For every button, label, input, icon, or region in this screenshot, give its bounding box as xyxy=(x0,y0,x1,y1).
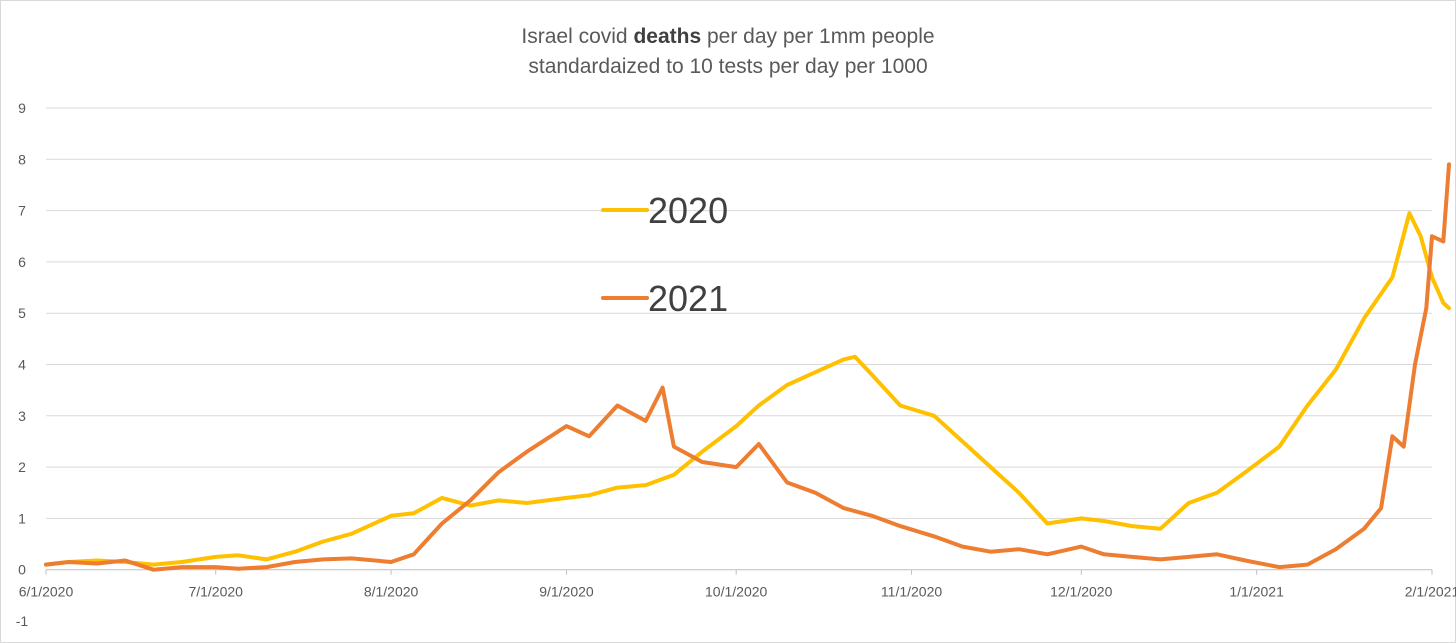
x-tick-label: 9/1/2020 xyxy=(539,584,594,600)
series-line-2020 xyxy=(44,211,1451,567)
x-tick-label: 8/1/2020 xyxy=(364,584,419,600)
x-tick-label: 11/1/2020 xyxy=(881,584,942,600)
x-tick-label: 6/1/2020 xyxy=(19,584,74,600)
x-tick-label: 2/1/2021 xyxy=(1405,584,1456,600)
chart-subtitle: standardaized to 10 tests per day per 10… xyxy=(528,55,928,78)
x-tick-label: 1/1/2021 xyxy=(1229,584,1284,600)
y-tick-label: 5 xyxy=(18,305,26,321)
y-tick-label: 8 xyxy=(18,151,26,167)
y-tick-label: 7 xyxy=(18,203,26,219)
x-tick-label: 12/1/2020 xyxy=(1050,584,1112,600)
series-lines xyxy=(44,162,1451,572)
title-part-3: per day per 1mm people xyxy=(701,25,935,48)
y-tick-label: -1 xyxy=(16,613,29,629)
y-tick-label: 4 xyxy=(18,357,26,373)
legend-label-2020: 2020 xyxy=(648,190,728,231)
y-axis-ticks: -1 0 1 2 3 4 5 6 7 8 9 xyxy=(16,100,29,629)
x-axis-ticks: 6/1/2020 7/1/2020 8/1/2020 9/1/2020 10/1/202… xyxy=(19,569,1456,600)
y-tick-label: 9 xyxy=(18,100,26,116)
x-tick-label: 7/1/2020 xyxy=(188,584,243,600)
chart-title-line1: Israel covid deaths per day per 1mm peop… xyxy=(0,22,1456,52)
y-tick-label: 1 xyxy=(18,510,26,526)
gridlines xyxy=(46,107,1432,571)
chart-title: Israel covid deaths per day per 1mm peop… xyxy=(0,22,1456,82)
title-part-1: Israel covid xyxy=(521,25,634,48)
y-tick-label: 0 xyxy=(18,562,26,578)
x-tick-label: 10/1/2020 xyxy=(705,584,767,600)
legend: 2020 2021 xyxy=(601,190,728,319)
y-tick-label: 2 xyxy=(18,459,26,475)
legend-label-2021: 2021 xyxy=(648,278,728,319)
title-part-2: deaths xyxy=(633,25,702,48)
series-line-2021 xyxy=(44,162,1451,572)
y-tick-label: 3 xyxy=(18,408,26,424)
y-tick-label: 6 xyxy=(18,254,26,270)
